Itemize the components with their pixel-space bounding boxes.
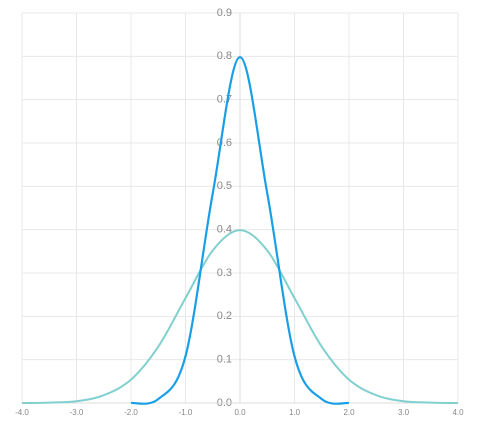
y-tick-label: 0.7 [217,94,232,106]
y-tick-label: 0.2 [217,310,232,322]
x-tick-label: -2.0 [124,408,138,417]
series-line [130,56,350,405]
series-line [21,229,459,404]
x-tick-label: 0.0 [234,408,246,417]
x-tick-label: 2.0 [343,408,355,417]
x-tick-label: 1.0 [289,408,301,417]
x-tick-label: -1.0 [179,408,193,417]
y-tick-label: 0.3 [217,267,232,279]
y-tick-label: 0.8 [217,50,232,62]
x-tick-label: 4.0 [452,408,464,417]
x-tick-label: 3.0 [398,408,410,417]
y-tick-label: 0.5 [217,180,232,192]
x-tick-label: -3.0 [70,408,84,417]
y-tick-label: 0.4 [217,224,232,236]
y-tick-label: 0.1 [217,354,232,366]
y-tick-label: 0.9 [217,7,232,19]
y-tick-label: 0.6 [217,137,232,149]
x-tick-label: -4.0 [15,408,29,417]
